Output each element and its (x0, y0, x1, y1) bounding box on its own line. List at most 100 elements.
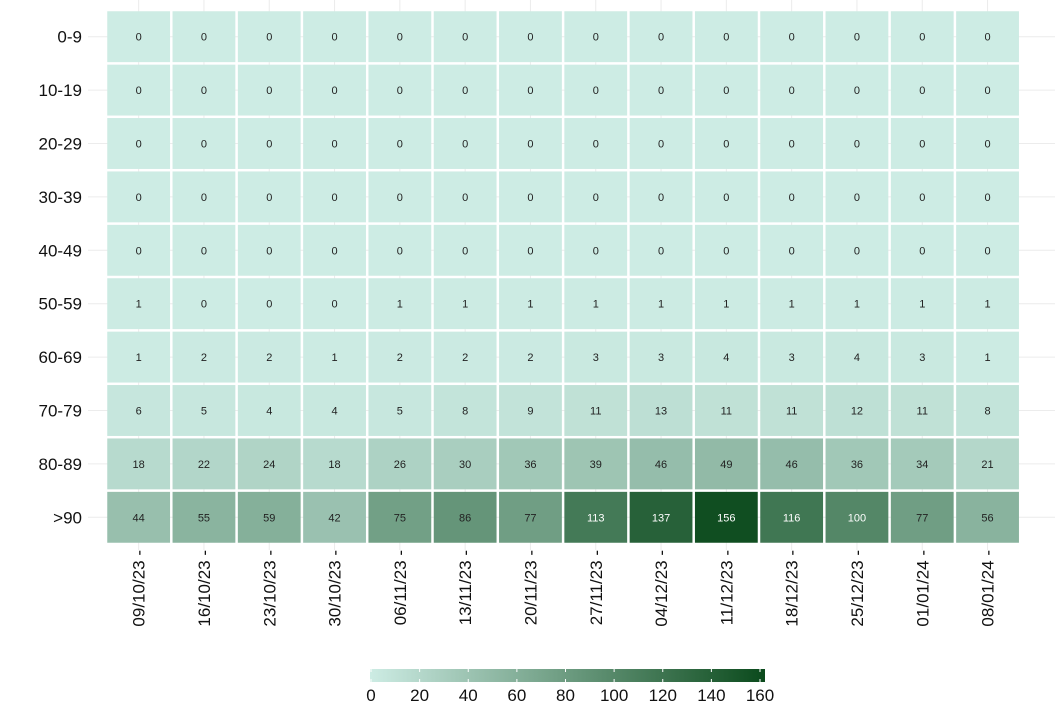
cell-value-label: 0 (462, 192, 468, 204)
heatmap-cell (368, 331, 432, 383)
heatmap-cell (107, 491, 171, 543)
heatmap-cell (172, 224, 236, 276)
heatmap-cell (890, 438, 954, 490)
heatmap-cell (694, 64, 758, 116)
cell-value-label: 3 (919, 352, 925, 364)
heatmap-cell (629, 331, 693, 383)
cell-value-label: 0 (919, 192, 925, 204)
heatmap-cell (760, 385, 824, 436)
heatmap-cell (760, 331, 824, 383)
cell-value-label: 0 (854, 192, 860, 204)
cell-value-label: 0 (201, 192, 207, 204)
cell-value-label: 0 (331, 245, 337, 257)
heatmap-cell (694, 11, 758, 63)
heatmap-cell (237, 171, 301, 223)
x-tick-label: 30/10/23 - (326, 550, 345, 627)
heatmap-cell (237, 11, 301, 63)
heatmap-cell (890, 118, 954, 169)
cell-value-label: 55 (198, 512, 210, 524)
heatmap-cell (956, 331, 1019, 383)
y-tick-label: 70-79 (39, 402, 82, 421)
heatmap-cell (433, 385, 497, 436)
cell-value-label: 3 (658, 352, 664, 364)
heatmap-cell (499, 224, 562, 276)
cell-value-label: 0 (397, 85, 403, 97)
heatmap-cell (368, 11, 432, 63)
cell-value-label: 0 (854, 85, 860, 97)
heatmap-cell (433, 118, 497, 169)
heatmap-cell (433, 171, 497, 223)
cell-value-label: 0 (266, 32, 272, 44)
cell-value-label: 0 (136, 192, 142, 204)
cell-value-label: 4 (266, 406, 272, 418)
cell-value-label: 0 (658, 192, 664, 204)
cell-value-label: 1 (658, 299, 664, 311)
cell-value-label: 0 (201, 32, 207, 44)
heatmap-cell (564, 224, 628, 276)
y-tick-label: 50-59 (39, 295, 82, 314)
heatmap-cell (499, 64, 562, 116)
cell-value-label: 8 (984, 406, 990, 418)
cell-value-label: 0 (266, 245, 272, 257)
heatmap-cell (237, 385, 301, 436)
cell-value-label: 18 (133, 459, 145, 471)
cell-value-label: 2 (527, 352, 533, 364)
cell-value-label: 0 (723, 139, 729, 151)
cell-value-label: 11 (917, 406, 928, 418)
heatmap-cell (825, 331, 889, 383)
cell-value-label: 0 (658, 32, 664, 44)
heatmap-cell (825, 64, 889, 116)
heatmap-cell (890, 171, 954, 223)
cell-value-label: 46 (655, 459, 667, 471)
heatmap-cell (172, 278, 236, 330)
heatmap-cell (629, 278, 693, 330)
heatmap-cell (956, 491, 1019, 543)
heatmap-cell (499, 11, 562, 63)
heatmap-cell (107, 64, 171, 116)
heatmap-cell (694, 491, 758, 543)
cell-value-label: 46 (786, 459, 798, 471)
heatmap-cell (890, 11, 954, 63)
heatmap-cell (368, 491, 432, 543)
cell-value-label: 0 (201, 139, 207, 151)
heatmap-cell (890, 491, 954, 543)
x-tick-label: 11/12/23 - (717, 550, 736, 625)
cell-value-label: 44 (133, 512, 145, 524)
cell-value-label: 9 (527, 406, 533, 418)
heatmap-cell (629, 438, 693, 490)
x-tick-label: 16/10/23 - (195, 550, 214, 627)
heatmap-cell (564, 385, 628, 436)
cell-value-label: 0 (854, 139, 860, 151)
cell-value-label: 0 (136, 32, 142, 44)
legend-tick-label: 40 (459, 686, 478, 705)
heatmap-cell (172, 11, 236, 63)
x-tick-label: 08/01/24 - (979, 550, 998, 627)
cell-value-label: 100 (848, 512, 866, 524)
heatmap-cell (564, 118, 628, 169)
cell-value-label: 0 (397, 192, 403, 204)
heatmap-cell (303, 438, 366, 490)
y-axis-labels: 0-9 10-19 20-29 30-39 40-49 50-59 60-69 70-79 80… (39, 28, 82, 528)
cell-value-label: 30 (459, 459, 471, 471)
heatmap-cell (368, 171, 432, 223)
heatmap-cell (564, 278, 628, 330)
heatmap-cell (629, 64, 693, 116)
cell-value-label: 0 (201, 85, 207, 97)
x-tick-label: 01/01/24 - (913, 550, 932, 627)
heatmap-cell (172, 331, 236, 383)
x-tick-label: 23/10/23 - (260, 550, 279, 627)
cell-value-label: 77 (916, 512, 928, 524)
cell-value-label: 1 (397, 299, 403, 311)
cell-value-label: 0 (723, 192, 729, 204)
heatmap-cell (825, 171, 889, 223)
cell-value-label: 0 (789, 32, 795, 44)
cell-value-label: 0 (266, 85, 272, 97)
cell-value-label: 1 (919, 299, 925, 311)
x-tick-label: 27/11/23 - (587, 550, 606, 625)
heatmap-cell (956, 438, 1019, 490)
heatmap-cell (760, 224, 824, 276)
heatmap-cell (107, 118, 171, 169)
cell-value-label: 1 (723, 299, 729, 311)
cell-value-label: 0 (266, 192, 272, 204)
y-tick-label: 40-49 (39, 241, 82, 260)
